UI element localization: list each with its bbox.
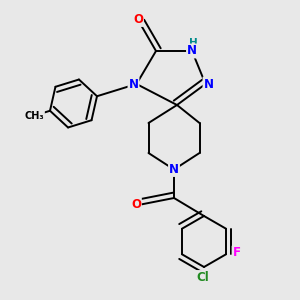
Text: O: O [133, 13, 143, 26]
Text: N: N [169, 163, 179, 176]
Text: H: H [189, 38, 198, 49]
Text: O: O [131, 198, 141, 211]
Text: N: N [203, 77, 214, 91]
Text: F: F [232, 246, 241, 259]
Text: N: N [128, 77, 139, 91]
Text: Cl: Cl [196, 271, 209, 284]
Text: CH₃: CH₃ [24, 111, 44, 121]
Text: N: N [187, 44, 197, 58]
